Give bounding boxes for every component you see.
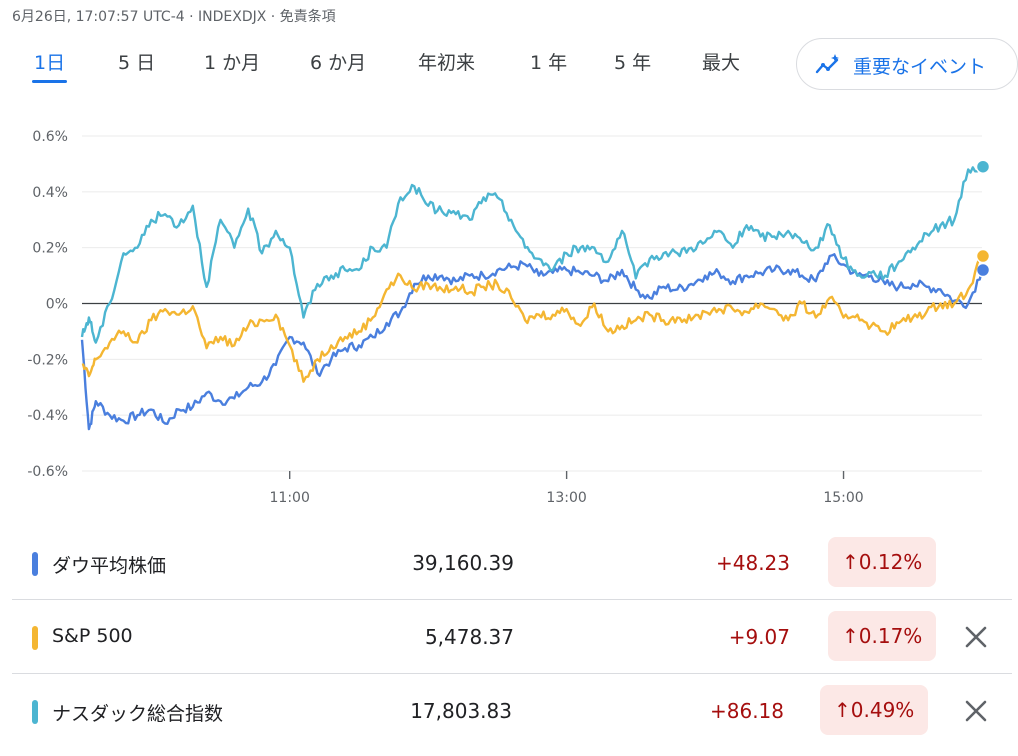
percent-badge: ↑0.49% bbox=[820, 685, 929, 735]
series-line-2 bbox=[80, 162, 983, 344]
remove-sp500-icon[interactable] bbox=[962, 623, 990, 651]
y-tick-label: 0.4% bbox=[32, 185, 68, 201]
x-tick-label: 13:00 bbox=[546, 490, 586, 506]
header-info: 6月26日, 17:07:57 UTC-4 · INDEXDJX · 免責条項 bbox=[12, 9, 336, 25]
row-change: +48.23 bbox=[715, 551, 790, 575]
tab-1d[interactable]: 1日 bbox=[31, 48, 68, 83]
x-tick-label: 15:00 bbox=[823, 490, 863, 506]
series-line-0 bbox=[80, 253, 984, 431]
row-name: S&P 500 bbox=[52, 625, 133, 647]
key-events-label: 重要なイベント bbox=[853, 56, 987, 78]
table-row-dow[interactable]: ダウ平均株価 39,160.39 +48.23 ↑0.12% bbox=[12, 527, 1012, 600]
tab-ytd[interactable]: 年初来 bbox=[418, 52, 476, 74]
y-tick-label: 0.6% bbox=[32, 129, 68, 145]
series-line-1 bbox=[81, 254, 983, 383]
row-price: 39,160.39 bbox=[412, 551, 514, 575]
series-swatch-dow bbox=[32, 552, 38, 576]
y-tick-label: -0.2% bbox=[27, 352, 68, 368]
tab-5d[interactable]: 5 日 bbox=[118, 52, 156, 74]
series-endpoint-0 bbox=[975, 262, 991, 278]
series-swatch-sp500 bbox=[32, 626, 38, 650]
tab-5y[interactable]: 5 年 bbox=[614, 52, 652, 74]
tab-max[interactable]: 最大 bbox=[702, 52, 741, 74]
y-tick-label: -0.4% bbox=[27, 408, 68, 424]
series-swatch-nasdaq bbox=[32, 700, 38, 724]
row-name: ナスダック総合指数 bbox=[52, 703, 224, 725]
tab-1y[interactable]: 1 年 bbox=[530, 52, 568, 74]
key-events-button[interactable]: 重要なイベント bbox=[796, 38, 1018, 90]
intraday-chart[interactable]: 0.6% 0.4% 0.2% 0% -0.2% -0.4% -0.6% 11:00 13:00 1… bbox=[0, 110, 1018, 520]
remove-nasdaq-icon[interactable] bbox=[962, 697, 990, 725]
x-tick-label: 11:00 bbox=[270, 490, 310, 506]
table-row-nasdaq[interactable]: ナスダック総合指数 17,803.83 +86.18 ↑0.49% bbox=[12, 675, 1012, 747]
row-price: 5,478.37 bbox=[424, 625, 514, 649]
table-row-sp500[interactable]: S&P 500 5,478.37 +9.07 ↑0.17% bbox=[12, 601, 1012, 674]
percent-badge: ↑0.17% bbox=[828, 611, 937, 661]
sparkle-trend-icon bbox=[815, 54, 839, 74]
series-endpoint-1 bbox=[975, 248, 991, 264]
row-price: 17,803.83 bbox=[410, 699, 512, 723]
percent-badge: ↑0.12% bbox=[828, 537, 937, 587]
y-tick-label: 0.2% bbox=[32, 241, 68, 257]
series-endpoint-2 bbox=[975, 159, 991, 174]
tab-1m[interactable]: 1 か月 bbox=[204, 52, 261, 74]
row-change: +9.07 bbox=[728, 625, 790, 649]
tab-6m[interactable]: 6 か月 bbox=[310, 52, 367, 74]
row-name: ダウ平均株価 bbox=[52, 555, 167, 577]
y-tick-label: 0% bbox=[46, 297, 68, 313]
row-change: +86.18 bbox=[709, 699, 784, 723]
y-tick-label: -0.6% bbox=[27, 464, 68, 480]
